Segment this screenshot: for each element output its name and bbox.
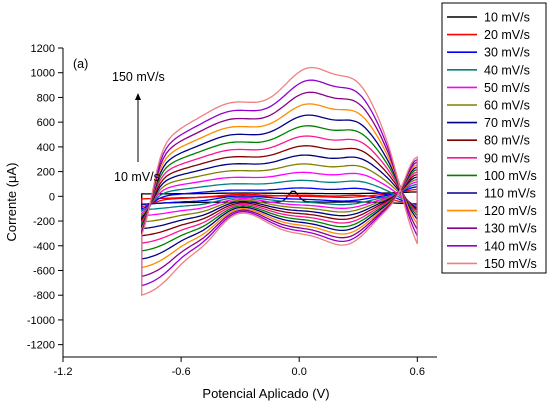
annotation-bottom: 10 mV/s (114, 170, 160, 184)
legend-label: 90 mV/s (484, 151, 530, 165)
x-tick-label: -1.2 (54, 366, 73, 378)
legend: 10 mV/s 20 mV/s 30 mV/s 40 mV/s 50 mV/s 60 mV… (441, 2, 547, 274)
y-tick-label: 0 (49, 191, 55, 203)
y-tick-label: 600 (37, 117, 55, 129)
y-ticks: -1200 -1000 -800 -600 -400 -200 0 200 400 600 800 1… (27, 43, 63, 352)
legend-label: 100 mV/s (484, 169, 537, 183)
legend-label: 50 mV/s (484, 81, 530, 95)
up-arrow-head (135, 93, 141, 100)
legend-label: 60 mV/s (484, 99, 530, 113)
x-ticks: -1.2 -0.6 0.0 0.6 (54, 357, 425, 378)
y-axis-title: Corrente (μA) (4, 162, 19, 241)
x-axis-title: Potencial Aplicado (V) (202, 386, 329, 401)
legend-label: 130 mV/s (484, 222, 537, 236)
y-tick-label: -600 (33, 265, 55, 277)
legend-label: 30 mV/s (484, 46, 530, 60)
y-tick-label: -800 (33, 290, 55, 302)
legend-label: 10 mV/s (484, 11, 530, 25)
y-tick-label: 1200 (31, 43, 55, 55)
series-line-150 (141, 66, 418, 296)
legend-label: 20 mV/s (484, 28, 530, 42)
annotation-top: 150 mV/s (112, 70, 165, 84)
x-tick-label: -0.6 (172, 366, 191, 378)
up-arrow (135, 93, 141, 162)
legend-label: 40 mV/s (484, 63, 530, 77)
curves-layer (141, 66, 418, 296)
legend-label: 140 mV/s (484, 239, 537, 253)
legend-label: 120 mV/s (484, 204, 537, 218)
panel-label: (a) (73, 57, 88, 71)
y-tick-label: -1200 (27, 340, 55, 352)
legend-label: 110 mV/s (484, 187, 536, 201)
y-tick-label: 800 (37, 92, 55, 104)
y-tick-label: -400 (33, 241, 55, 253)
y-tick-label: 400 (37, 142, 55, 154)
y-tick-label: -200 (33, 216, 55, 228)
y-tick-label: 1000 (31, 68, 55, 80)
axes (62, 48, 437, 358)
legend-label: 80 mV/s (484, 134, 530, 148)
x-tick-label: 0.0 (292, 366, 307, 378)
x-tick-label: 0.6 (410, 366, 425, 378)
legend-label: 150 mV/s (484, 257, 537, 271)
y-tick-label: -1000 (27, 315, 55, 327)
y-tick-label: 200 (37, 167, 55, 179)
legend-label: 70 mV/s (484, 116, 530, 130)
